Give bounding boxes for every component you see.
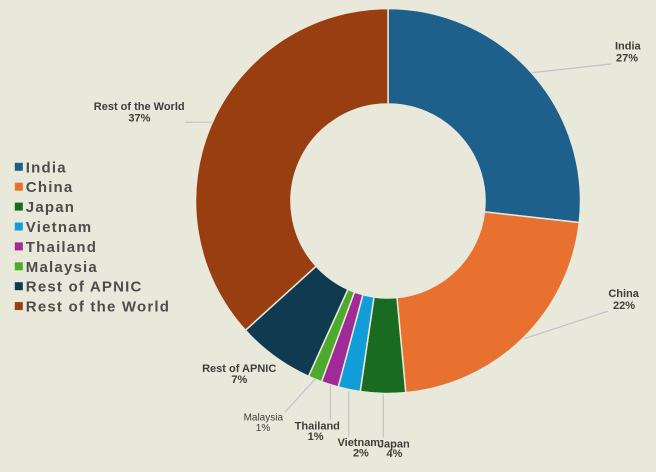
svg-text:Japan: Japan [378,439,410,451]
svg-text:India: India [26,159,67,176]
svg-text:Vietnam: Vietnam [338,437,381,449]
svg-text:4%: 4% [387,448,403,460]
svg-text:1%: 1% [308,431,324,443]
svg-text:7%: 7% [231,374,247,386]
svg-text:Vietnam: Vietnam [26,219,92,236]
svg-text:Rest of the World: Rest of the World [94,101,185,113]
svg-text:27%: 27% [616,52,638,64]
svg-text:Malaysia: Malaysia [244,413,284,424]
svg-text:Thailand: Thailand [295,421,340,433]
svg-text:China: China [608,288,639,300]
svg-text:2%: 2% [353,448,369,460]
svg-text:Thailand: Thailand [26,239,97,256]
svg-text:Rest of the World: Rest of the World [26,299,170,316]
svg-text:China: China [26,179,74,196]
svg-text:Japan: Japan [26,199,75,216]
svg-text:Malaysia: Malaysia [26,259,98,276]
svg-text:37%: 37% [128,112,150,124]
svg-text:India: India [615,41,642,53]
svg-text:22%: 22% [613,300,635,312]
svg-text:Rest of APNIC: Rest of APNIC [26,279,143,296]
svg-text:Rest of APNIC: Rest of APNIC [202,363,276,375]
svg-text:1%: 1% [256,423,271,434]
